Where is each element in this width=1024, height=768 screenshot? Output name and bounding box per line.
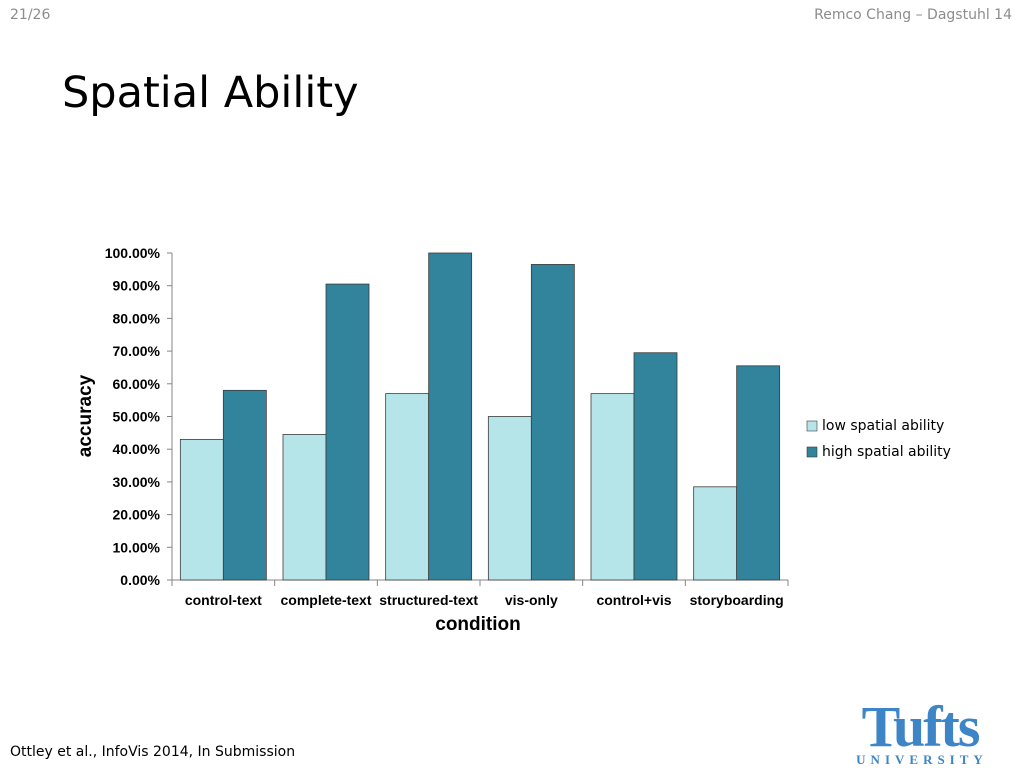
y-tick-label: 50.00% <box>113 409 161 425</box>
bar-low-control+vis <box>590 393 635 581</box>
slide-title: Spatial Ability <box>62 68 359 118</box>
bar-high-storyboarding <box>736 365 781 581</box>
slide-number: 21/26 <box>10 7 51 23</box>
y-tick-label: 90.00% <box>113 278 161 294</box>
bar-high-control-text <box>222 389 267 581</box>
x-tick-label: control+vis <box>596 592 671 608</box>
bar-high-complete-text <box>325 283 370 581</box>
x-tick-label: vis-only <box>505 592 558 608</box>
y-tick-label: 40.00% <box>113 441 161 457</box>
x-tick-label: structured-text <box>379 592 478 608</box>
y-tick-label: 20.00% <box>113 507 161 523</box>
x-axis-title: condition <box>435 614 520 635</box>
bar-low-structured-text <box>385 393 430 581</box>
logo-sub-text: UNIVERSITY <box>856 752 988 766</box>
bar-low-storyboarding <box>693 486 738 581</box>
legend-swatch-high <box>806 446 818 458</box>
bar-high-structured-text <box>428 252 473 581</box>
y-tick-label: 70.00% <box>113 343 161 359</box>
bar-low-vis-only <box>487 416 532 581</box>
bar-low-complete-text <box>282 434 327 581</box>
y-tick-label: 80.00% <box>113 310 161 326</box>
y-tick-label: 100.00% <box>105 245 161 261</box>
tufts-university-logo: Tufts UNIVERSITY <box>856 696 988 766</box>
y-tick-label: 30.00% <box>113 474 161 490</box>
citation: Ottley et al., InfoVis 2014, In Submissi… <box>10 744 296 760</box>
legend-label-low: low spatial ability <box>822 418 944 434</box>
x-tick-label: control-text <box>185 592 262 608</box>
y-tick-label: 60.00% <box>113 376 161 392</box>
logo-main-text: Tufts <box>862 696 980 759</box>
y-tick-label: 0.00% <box>120 572 160 588</box>
bar-high-control+vis <box>633 352 678 581</box>
bar-high-vis-only <box>530 264 575 581</box>
presenter-event-label: Remco Chang – Dagstuhl 14 <box>814 7 1012 23</box>
legend-label-high: high spatial ability <box>822 444 951 460</box>
y-tick-label: 10.00% <box>113 539 161 555</box>
y-axis-title: accuracy <box>75 374 96 457</box>
x-tick-label: storyboarding <box>690 592 784 608</box>
legend-swatch-low <box>806 420 818 432</box>
x-tick-label: complete-text <box>280 592 371 608</box>
bar-low-control-text <box>179 438 224 581</box>
